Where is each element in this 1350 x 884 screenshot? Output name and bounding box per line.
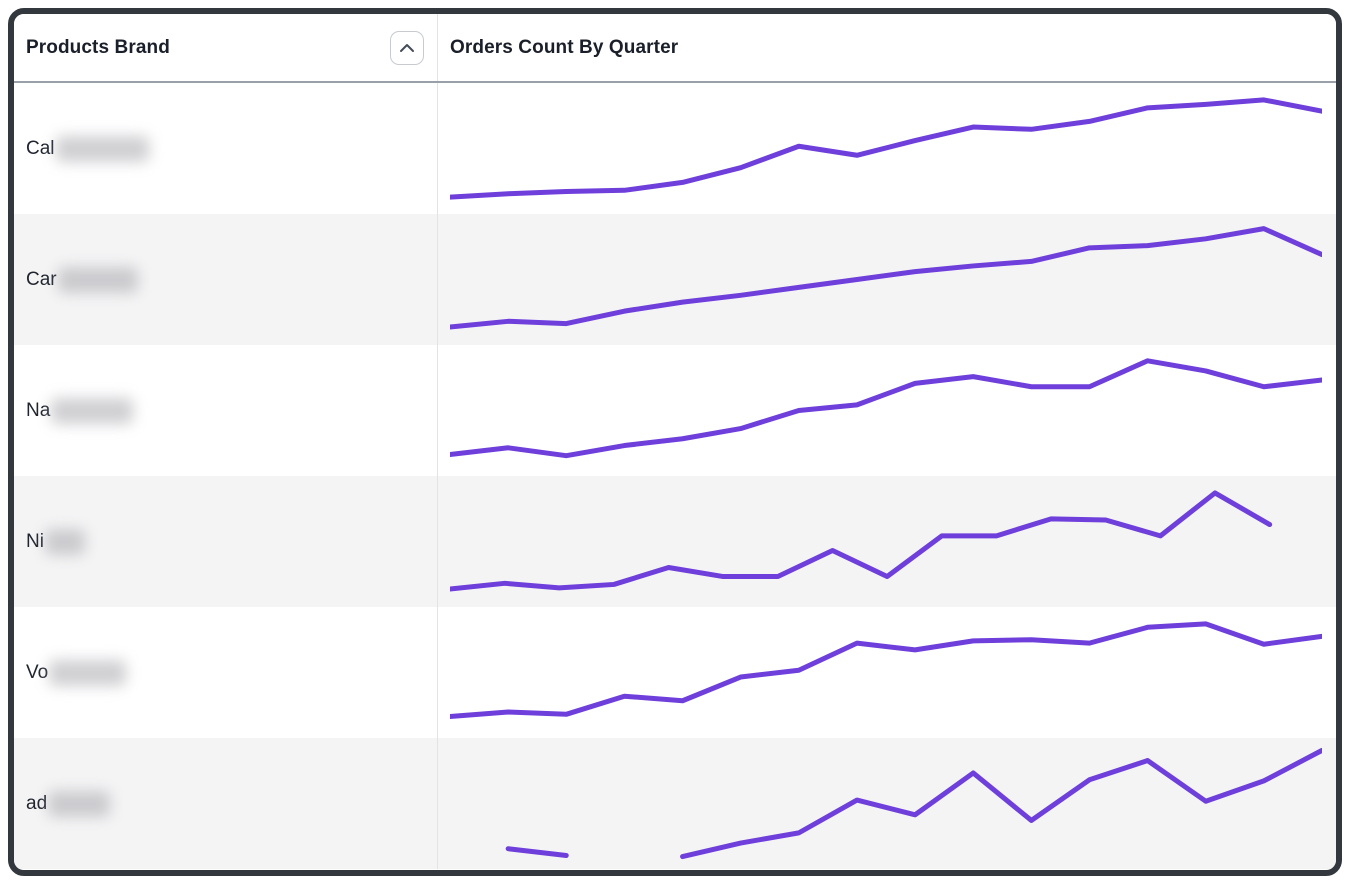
brand-name-prefix: Ni bbox=[26, 530, 44, 552]
orders-sparkline bbox=[450, 354, 1322, 467]
brand-name-prefix: Na bbox=[26, 399, 51, 421]
brand-label-cell: Ni bbox=[14, 476, 438, 607]
sparkline-cell bbox=[438, 214, 1336, 345]
brand-label-cell: ad bbox=[14, 738, 438, 869]
table-row[interactable]: Ni bbox=[14, 476, 1336, 607]
orders-sparkline bbox=[450, 616, 1322, 729]
brand-label-cell: Vo bbox=[14, 607, 438, 738]
sparkline-path bbox=[683, 750, 1322, 856]
sparkline-path bbox=[450, 100, 1322, 197]
blurred-brand-name bbox=[49, 659, 127, 686]
brand-label-cell: Cal bbox=[14, 83, 438, 214]
header-cell-orders-count: Orders Count By Quarter bbox=[438, 14, 1336, 81]
table-header: Products Brand Orders Count By Quarter bbox=[14, 14, 1336, 83]
sparkline-path bbox=[450, 229, 1322, 327]
brand-name-prefix: ad bbox=[26, 792, 48, 814]
orders-sparkline bbox=[450, 92, 1322, 205]
sparkline-path bbox=[450, 624, 1322, 717]
blurred-brand-name bbox=[44, 528, 85, 555]
blurred-brand-name bbox=[55, 135, 149, 162]
table-row[interactable]: Cal bbox=[14, 83, 1336, 214]
sparkline-cell bbox=[438, 83, 1336, 214]
sparkline-path bbox=[508, 849, 566, 856]
brand-label-cell: Car bbox=[14, 214, 438, 345]
blurred-brand-name bbox=[57, 266, 138, 293]
table-rows: Cal Car Na Ni Vo ad bbox=[14, 83, 1336, 870]
sparkline-cell bbox=[438, 607, 1336, 738]
sort-ascending-button[interactable] bbox=[390, 30, 424, 65]
table-card: Products Brand Orders Count By Quarter C… bbox=[8, 8, 1342, 876]
brand-name-prefix: Cal bbox=[26, 137, 55, 159]
table-row[interactable]: Na bbox=[14, 345, 1336, 476]
brand-name-prefix: Car bbox=[26, 268, 57, 290]
table-row[interactable]: ad bbox=[14, 738, 1336, 869]
blurred-brand-name bbox=[48, 790, 111, 817]
table-row[interactable]: Vo bbox=[14, 607, 1336, 738]
chevron-up-icon bbox=[399, 43, 415, 53]
sparkline-path bbox=[450, 361, 1322, 456]
sparkline-path bbox=[450, 493, 1270, 589]
brand-name-prefix: Vo bbox=[26, 661, 49, 683]
sparkline-cell bbox=[438, 476, 1336, 607]
orders-sparkline bbox=[450, 485, 1322, 598]
orders-sparkline bbox=[450, 747, 1322, 860]
header-cell-products-brand: Products Brand bbox=[14, 14, 438, 81]
sparkline-cell bbox=[438, 738, 1336, 869]
orders-count-header-label: Orders Count By Quarter bbox=[450, 36, 679, 58]
orders-sparkline bbox=[450, 223, 1322, 336]
blurred-brand-name bbox=[51, 397, 134, 424]
products-brand-header-label: Products Brand bbox=[26, 36, 170, 58]
brand-label-cell: Na bbox=[14, 345, 438, 476]
sparkline-cell bbox=[438, 345, 1336, 476]
table-row[interactable]: Car bbox=[14, 214, 1336, 345]
